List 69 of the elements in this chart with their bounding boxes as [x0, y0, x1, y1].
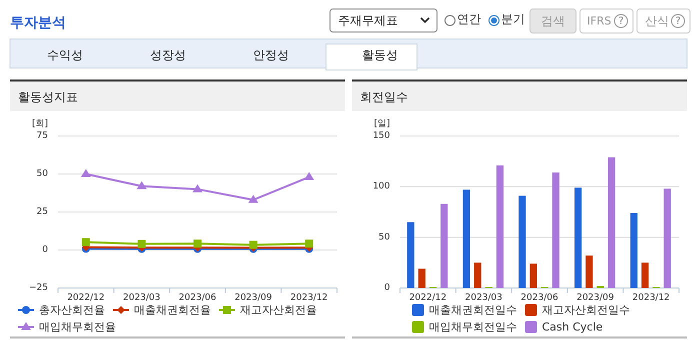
text: 산식 [645, 14, 669, 28]
text: 분기 [501, 12, 525, 26]
bar [474, 262, 482, 288]
x-tick-label: 2023/03 [123, 293, 160, 303]
bar [586, 256, 593, 288]
legend-label: Cash Cycle [542, 320, 603, 334]
x-tick-label: 2023/09 [576, 293, 614, 303]
point [80, 169, 91, 177]
point [138, 240, 146, 248]
bar [641, 262, 649, 288]
point [194, 240, 202, 248]
x-tick-label: 2023/09 [234, 293, 272, 303]
point [248, 194, 258, 203]
text: 투자분석 [10, 15, 66, 31]
y-tick-label: 0 [42, 245, 48, 255]
bar [496, 165, 504, 288]
text: IFRS [587, 14, 612, 28]
legend-label: 재고자산회전율 [240, 304, 317, 316]
x-tick-label: 2022/12 [409, 293, 447, 303]
bar [462, 190, 470, 288]
bar [530, 264, 537, 288]
bar [630, 213, 638, 288]
y-tick-label: 150 [372, 131, 390, 141]
legend-label: 총자산회전율 [39, 304, 105, 316]
y-tick-label: 25 [36, 207, 48, 217]
point [192, 184, 202, 192]
text: 주재무제표 [338, 14, 398, 28]
chart-title: 회전일수 [360, 90, 408, 104]
text: 연간 [457, 12, 481, 26]
x-tick-label: 2023/06 [178, 293, 216, 303]
legend-label: 매출채권회전율 [134, 304, 211, 316]
point [136, 181, 147, 190]
y-tick-label: 50 [36, 169, 48, 179]
y-tick-label: 100 [372, 182, 390, 192]
x-tick-label: 2023/06 [520, 293, 558, 303]
y-tick-label: −25 [29, 283, 48, 293]
text: 안정성 [253, 48, 289, 62]
bar [440, 204, 448, 288]
y-axis-title: [일] [374, 119, 390, 129]
legend-label: 재고자산회전일수 [542, 304, 630, 316]
chart-title: 활동성지표 [18, 90, 78, 104]
text: 검색 [541, 14, 565, 28]
x-tick-label: 2023/12 [290, 293, 328, 303]
y-tick-label: 75 [36, 131, 48, 141]
x-tick-label: 2023/03 [465, 293, 502, 303]
x-tick-label: 2023/12 [632, 293, 670, 303]
bar [574, 188, 582, 288]
text: 성장성 [150, 48, 186, 62]
legend-label: 매입채무회전율 [39, 320, 116, 334]
bar [518, 196, 526, 288]
y-tick-label: 50 [378, 232, 390, 242]
legend-label: 매출채권회전일수 [429, 304, 517, 316]
point [305, 240, 314, 248]
text: 수익성 [47, 48, 83, 62]
bar [407, 222, 414, 288]
y-axis-title: [회] [32, 119, 48, 129]
y-tick-label: 0 [384, 283, 390, 293]
bar [664, 188, 671, 288]
point [304, 172, 314, 180]
text: ? [675, 16, 681, 27]
bar [608, 157, 616, 288]
point [249, 240, 258, 249]
bar [552, 172, 560, 288]
legend-label: 매입채무회전일수 [429, 320, 517, 334]
x-tick-label: 2022/12 [67, 293, 105, 303]
point [82, 238, 90, 246]
bar [418, 268, 426, 288]
text: 활동성 [362, 48, 398, 62]
text: ? [618, 16, 624, 27]
